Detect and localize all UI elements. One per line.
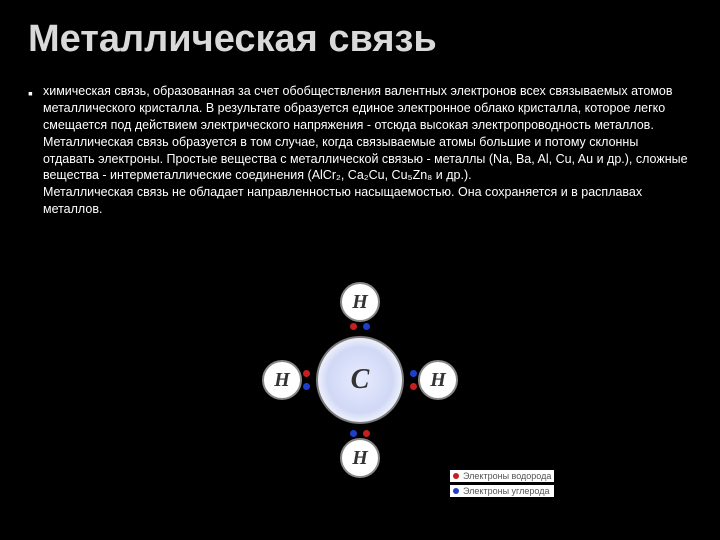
electron-5	[303, 383, 310, 390]
electron-1	[363, 323, 370, 330]
legend-row-0: Электроны водорода	[450, 470, 554, 482]
hydrogen-atom-2: H	[418, 360, 458, 400]
hydrogen-atom-1: H	[262, 360, 302, 400]
electron-6	[410, 370, 417, 377]
center-atom: C	[316, 336, 404, 424]
electron-7	[410, 383, 417, 390]
diagram-legend: Электроны водорода Электроны углерода	[450, 470, 554, 500]
electron-2	[350, 430, 357, 437]
bullet-icon: ▪	[28, 85, 33, 101]
legend-label: Электроны углерода	[463, 486, 549, 496]
electron-3	[363, 430, 370, 437]
body-text: химическая связь, образованная за счет о…	[43, 83, 692, 218]
molecule-diagram: CHHHH	[260, 280, 460, 480]
legend-label: Электроны водорода	[463, 471, 551, 481]
legend-dot-icon	[453, 473, 459, 479]
slide-title: Металлическая связь	[28, 18, 692, 61]
electron-4	[303, 370, 310, 377]
electron-0	[350, 323, 357, 330]
hydrogen-atom-0: H	[340, 282, 380, 322]
legend-dot-icon	[453, 488, 459, 494]
slide: Металлическая связь ▪ химическая связь, …	[0, 0, 720, 540]
body-wrap: ▪ химическая связь, образованная за счет…	[28, 83, 692, 218]
legend-row-1: Электроны углерода	[450, 485, 554, 497]
hydrogen-atom-3: H	[340, 438, 380, 478]
